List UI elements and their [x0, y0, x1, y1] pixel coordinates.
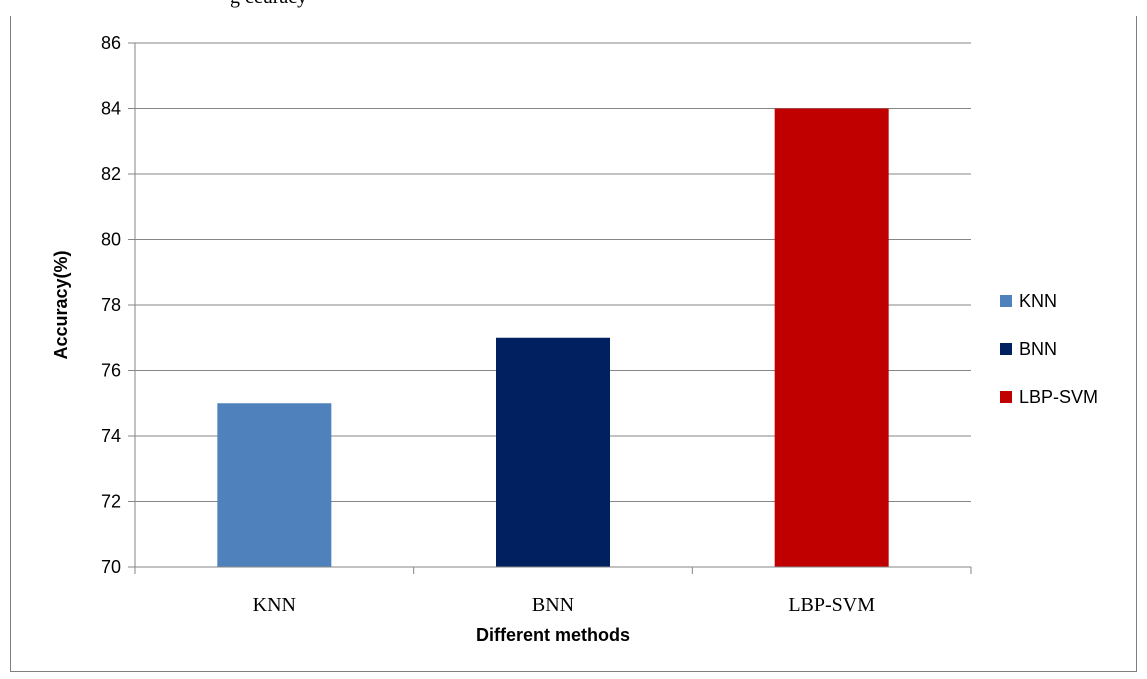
bar-lbp-svm	[774, 108, 889, 567]
y-tick-label: 74	[101, 426, 121, 446]
y-tick-label: 84	[101, 99, 121, 119]
legend-label: KNN	[1019, 291, 1057, 311]
legend-swatch	[1000, 295, 1012, 307]
bar-bnn	[496, 337, 610, 567]
legend: KNN BNN LBP-SVM	[1000, 291, 1098, 407]
x-tick-label: KNN	[253, 594, 296, 616]
y-tick-labels: 70 72 74 76 78 80 82 84 86	[101, 33, 121, 577]
bars	[217, 108, 889, 567]
legend-label: BNN	[1019, 339, 1057, 359]
x-tick-labels: KNN BNN LBP-SVM	[253, 594, 876, 616]
x-axis-title: Different methods	[476, 625, 630, 645]
y-tick-label: 70	[101, 557, 121, 577]
y-tick-label: 80	[101, 230, 121, 250]
y-tick-label: 86	[101, 33, 121, 53]
y-axis-title: Accuracy(%)	[51, 250, 71, 359]
bar-knn	[217, 403, 332, 567]
axes	[134, 43, 971, 568]
y-tick-label: 82	[101, 164, 121, 184]
y-tick-label: 72	[101, 492, 121, 512]
clipped-caption: g ccuracy	[230, 0, 307, 9]
x-tick-label: LBP-SVM	[788, 594, 875, 616]
legend-label: LBP-SVM	[1019, 387, 1098, 407]
y-tick-label: 78	[101, 295, 121, 315]
y-tick-label: 76	[101, 361, 121, 381]
legend-swatch	[1000, 391, 1012, 403]
x-tick-label: BNN	[532, 594, 574, 616]
legend-swatch	[1000, 343, 1012, 355]
chart-frame	[10, 16, 1137, 672]
